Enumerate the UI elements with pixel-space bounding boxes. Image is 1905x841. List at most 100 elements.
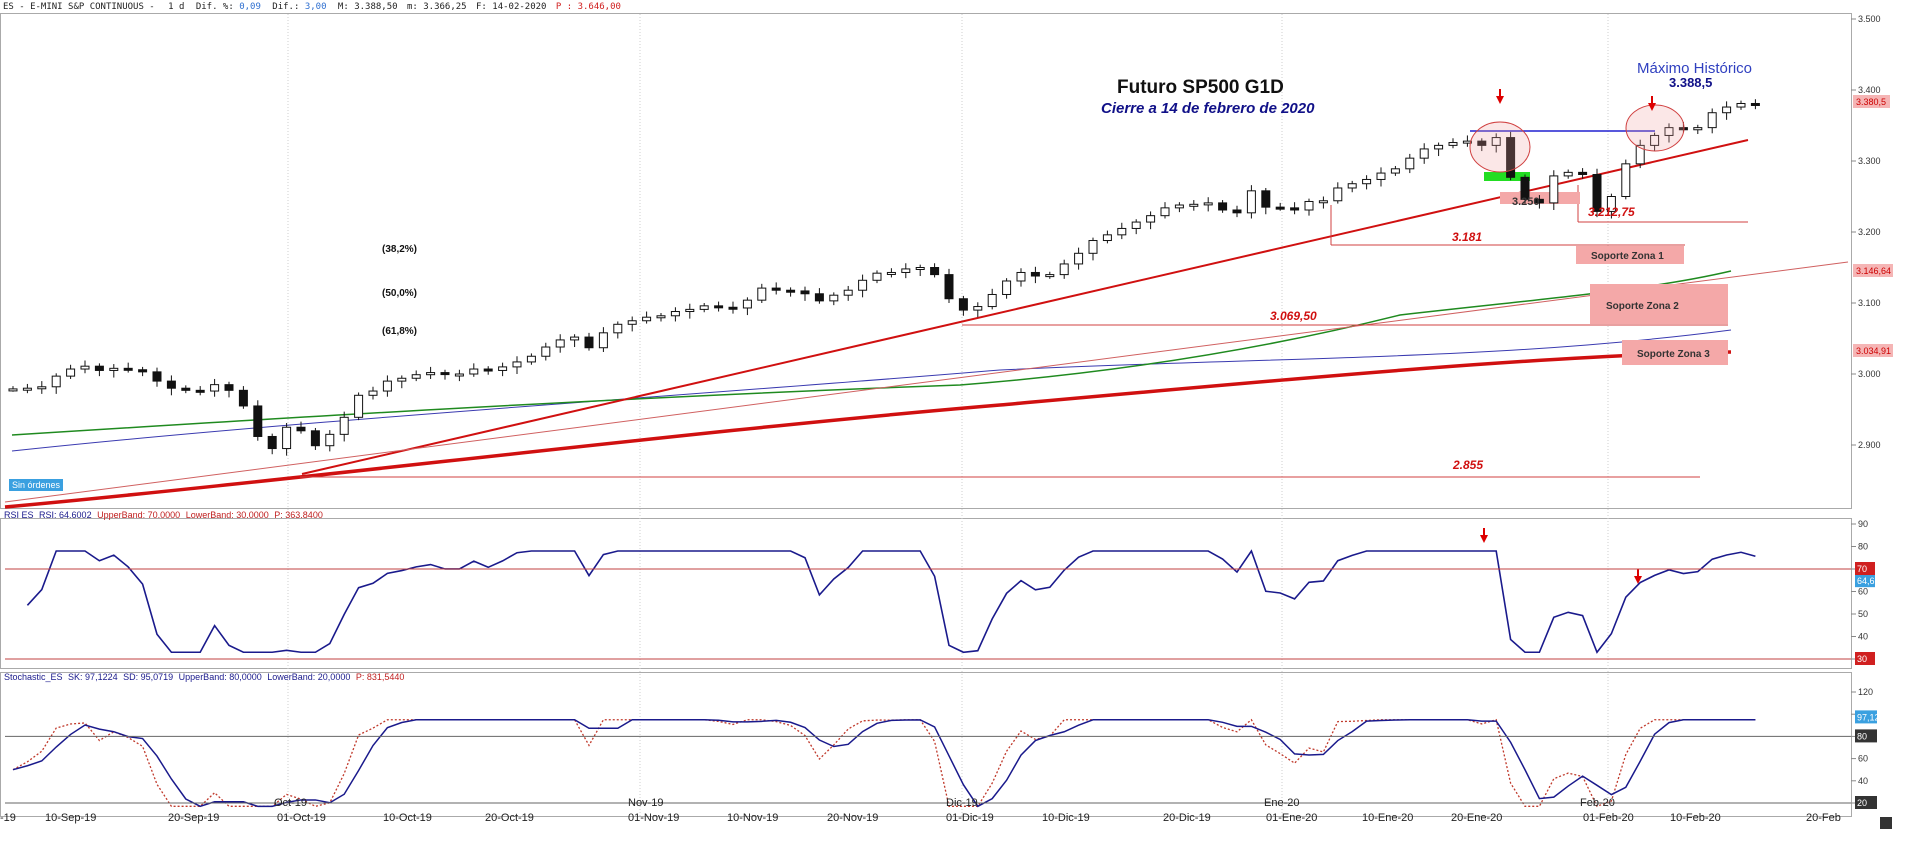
candle-body xyxy=(1059,263,1069,276)
candle-body xyxy=(1621,163,1631,197)
period: 1 d xyxy=(168,2,185,12)
candle-body xyxy=(123,367,133,371)
candle-body xyxy=(728,306,738,310)
x-tick-label: 10-Feb-20 xyxy=(1670,812,1721,824)
candle-body xyxy=(670,311,680,317)
candle-body xyxy=(901,268,911,273)
stoch-legend-sk: SK: 97,1224 xyxy=(68,672,118,682)
candle-body xyxy=(109,367,119,371)
candle-body xyxy=(1347,183,1357,189)
candle-body xyxy=(1131,221,1141,229)
candle-body xyxy=(94,365,104,371)
x-tick-label: 20-Oct-19 xyxy=(485,812,534,824)
candle-body xyxy=(613,323,623,334)
candle-body xyxy=(915,267,925,270)
candle-body xyxy=(1045,274,1055,278)
price-box-ma1: 3.146,64 xyxy=(1856,266,1891,276)
dif-label: Dif.: xyxy=(272,2,300,12)
rsi-legend-p: P: 363.8400 xyxy=(274,510,323,520)
candle-body xyxy=(397,377,407,382)
x-tick-label: 10-Dic-19 xyxy=(1042,812,1090,824)
x-tick-label: Dic-19 xyxy=(946,797,978,809)
x-tick-label: 10-Sep-19 xyxy=(45,812,96,824)
candle-body xyxy=(253,405,263,437)
candle-body xyxy=(1232,209,1242,214)
ma-blue xyxy=(11,329,1732,452)
x-tick-label: 20-Nov-19 xyxy=(827,812,878,824)
support-zone-2-box xyxy=(1590,284,1728,324)
circles xyxy=(1469,104,1685,173)
stoch-tick-label: 40 xyxy=(1858,776,1868,786)
candle-body xyxy=(526,355,536,363)
candle-body xyxy=(1246,190,1256,214)
y-axis: 3.500 3.400 3.300 3.200 3.100 3.000 2.900 xyxy=(1851,14,1881,450)
rsi-tick-label: 50 xyxy=(1858,609,1868,619)
candle-body xyxy=(1030,271,1040,277)
candle-body xyxy=(195,389,205,393)
candle-body xyxy=(1275,206,1285,210)
x-tick-label: 01-Dic-19 xyxy=(946,812,994,824)
level-3181-label: 3.181 xyxy=(1452,230,1482,244)
candle-body xyxy=(1290,207,1300,211)
candle-body xyxy=(1261,190,1271,208)
stochastic-sd-line xyxy=(12,719,1756,808)
rsi-tick-label: 90 xyxy=(1858,519,1868,529)
rsi-tick-label: 60 xyxy=(1858,587,1868,597)
candle-body xyxy=(886,271,896,275)
trend-lines xyxy=(4,130,1849,503)
candle-body xyxy=(1174,204,1184,209)
no-orders-badge[interactable]: Sin órdenes xyxy=(9,479,64,491)
arrows xyxy=(1480,89,1656,584)
candle-body xyxy=(498,366,508,371)
candle-body xyxy=(829,294,839,302)
candle-body xyxy=(1218,202,1228,211)
ma-green xyxy=(11,270,1732,436)
x-tick-label: 10-Nov-19 xyxy=(727,812,778,824)
candle-body xyxy=(843,289,853,296)
level-3212-label: 3.212,75 xyxy=(1588,205,1635,219)
circle-1 xyxy=(1469,121,1531,173)
candle-body xyxy=(930,267,940,276)
dif-value: 3,00 xyxy=(304,2,327,12)
trendline-main xyxy=(301,139,1749,475)
moving-averages xyxy=(4,270,1732,509)
support-zone-1-box xyxy=(1576,246,1684,264)
candle-body xyxy=(858,279,868,291)
candle-body xyxy=(51,375,61,388)
stochastic-panel: Stochastic_ES SK: 97,1224 SD: 95,0719 Up… xyxy=(4,672,1880,809)
y-tick-label: 3.400 xyxy=(1858,85,1881,95)
date-value: 14-02-2020 xyxy=(492,2,547,12)
min-label: m: xyxy=(406,2,418,12)
candle-body xyxy=(238,389,248,407)
candle-body xyxy=(1088,240,1098,254)
ma-red-thick xyxy=(4,350,1732,509)
date-label: F: xyxy=(476,2,487,12)
x-tick-label: 20-Feb xyxy=(1806,812,1841,824)
rsi-legend-name: RSI ES xyxy=(4,510,34,520)
candle-body xyxy=(138,369,148,373)
fib-500: (50,0%) xyxy=(382,288,417,299)
no-orders-label: Sin órdenes xyxy=(12,480,61,490)
rsi-value-label: 64,6 xyxy=(1857,576,1875,586)
corner-handle[interactable] xyxy=(1880,817,1892,829)
candle-body xyxy=(426,372,436,376)
x-tick-label: 01-Oct-19 xyxy=(277,812,326,824)
y-tick-label: 2.900 xyxy=(1858,440,1881,450)
candle-body xyxy=(1434,144,1444,150)
candle-body xyxy=(958,298,968,311)
candle-body xyxy=(282,426,292,450)
max-value: 3.388,50 xyxy=(354,2,398,12)
annotations: Futuro SP500 G1D Cierre a 14 de febrero … xyxy=(382,60,1752,472)
candle-body xyxy=(1146,215,1156,223)
candle-body xyxy=(224,384,234,391)
x-tick-label: Ene-20 xyxy=(1264,797,1299,809)
candle-body xyxy=(1419,148,1429,159)
price-box-last: 3.380,5 xyxy=(1856,97,1886,107)
candle-body xyxy=(411,374,421,379)
candle-body xyxy=(368,390,378,396)
stoch-legend: Stochastic_ES SK: 97,1224 SD: 95,0719 Up… xyxy=(4,672,404,682)
candle-body xyxy=(1376,172,1386,180)
level-3250-label: 3.250 xyxy=(1512,196,1540,208)
